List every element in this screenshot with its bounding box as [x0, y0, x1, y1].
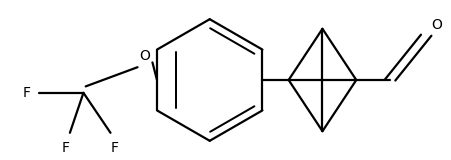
Text: O: O [139, 49, 150, 63]
Text: F: F [111, 141, 119, 155]
Text: F: F [61, 141, 69, 155]
Text: F: F [23, 86, 31, 100]
Text: O: O [432, 18, 442, 32]
